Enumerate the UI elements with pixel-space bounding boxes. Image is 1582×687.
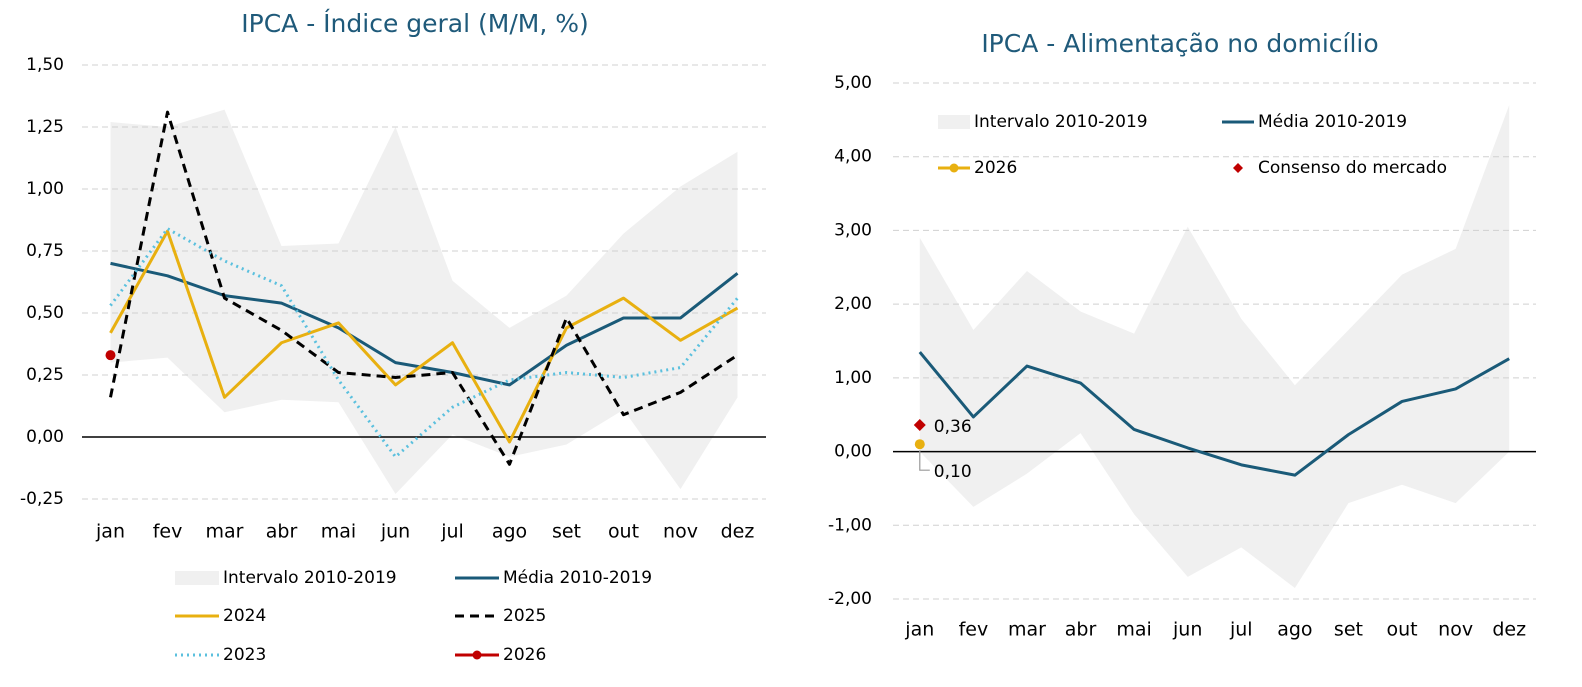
y-tick-label: 5,00: [834, 73, 872, 93]
y-tick-label: 0,25: [26, 365, 64, 385]
x-tick-label: fev: [153, 521, 183, 543]
legend-label: 2026: [503, 645, 546, 665]
x-tick-label: out: [608, 521, 639, 543]
data-label: 0,36: [934, 417, 972, 437]
x-tick-label: out: [1386, 619, 1417, 641]
series-line: [109, 110, 739, 466]
y-tick-label: 1,25: [26, 117, 64, 137]
x-tick-label: fev: [959, 619, 989, 641]
x-tick-label: dez: [1492, 619, 1526, 641]
legend-label: Média 2010-2019: [1258, 112, 1407, 132]
y-tick-label: 0,75: [26, 241, 64, 261]
marker: [914, 439, 925, 450]
y-tick-label: 2,00: [834, 294, 872, 314]
y-tick-label: -2,00: [828, 589, 872, 609]
chart-title: IPCA - Índice geral (M/M, %): [241, 9, 589, 38]
x-tick-label: nov: [1438, 619, 1473, 641]
legend-label: 2024: [223, 606, 266, 626]
y-tick-label: -1,00: [828, 515, 872, 535]
chart-title: IPCA - Alimentação no domicílio: [981, 29, 1378, 58]
range-band: [919, 105, 1510, 588]
y-tick-label: 1,00: [26, 179, 64, 199]
x-tick-label: nov: [663, 521, 698, 543]
legend-swatch: [938, 115, 970, 129]
x-tick-label: set: [552, 521, 581, 543]
y-tick-label: -0,25: [20, 489, 64, 509]
x-tick-label: mai: [1116, 619, 1151, 641]
y-tick-label: 4,00: [834, 147, 872, 167]
x-tick-label: ago: [1277, 619, 1312, 641]
x-tick-label: ago: [492, 521, 527, 543]
series-line: [918, 351, 1510, 477]
x-tick-label: jul: [440, 521, 464, 543]
y-tick-label: 1,50: [26, 55, 64, 75]
x-tick-label: jun: [380, 521, 410, 543]
x-tick-label: jan: [95, 521, 125, 543]
chart: IPCA - Alimentação no domicílio -2,00 -1,0…: [828, 29, 1536, 641]
y-tick-label: 0,00: [834, 442, 872, 462]
y-tick-label: 0,50: [26, 303, 64, 323]
marker: [913, 419, 926, 432]
legend-marker: [472, 650, 482, 660]
legend-label: Intervalo 2010-2019: [974, 112, 1148, 132]
leader-line: [919, 450, 930, 471]
series-line: [109, 229, 739, 444]
legend-label: Intervalo 2010-2019: [223, 568, 397, 588]
legend-swatch: [175, 571, 219, 585]
y-tick-label: 3,00: [834, 220, 872, 240]
legend-marker: [1233, 163, 1243, 173]
legend-marker: [949, 163, 959, 173]
chart: IPCA - Índice geral (M/M, %) -0,25 0,00 0,2…: [20, 9, 766, 665]
series-line: [110, 261, 739, 387]
x-tick-label: jan: [904, 619, 934, 641]
x-tick-label: mai: [321, 521, 356, 543]
legend-label: Média 2010-2019: [503, 568, 652, 588]
x-tick-label: jun: [1172, 619, 1202, 641]
y-tick-label: 1,00: [834, 368, 872, 388]
x-tick-label: mar: [206, 521, 244, 543]
x-tick-label: abr: [266, 521, 298, 543]
data-label: 0,10: [934, 462, 972, 482]
legend-label: 2026: [974, 158, 1017, 178]
series-line: [109, 227, 739, 459]
x-tick-label: abr: [1065, 619, 1097, 641]
x-tick-label: jul: [1229, 619, 1253, 641]
x-tick-label: mar: [1008, 619, 1046, 641]
legend-label: 2025: [503, 606, 546, 626]
y-tick-label: 0,00: [26, 427, 64, 447]
legend-label: 2023: [223, 645, 266, 665]
marker: [105, 350, 116, 361]
x-tick-label: set: [1334, 619, 1363, 641]
legend-label: Consenso do mercado: [1258, 158, 1447, 178]
x-tick-label: dez: [721, 521, 755, 543]
range-band: [110, 109, 738, 495]
